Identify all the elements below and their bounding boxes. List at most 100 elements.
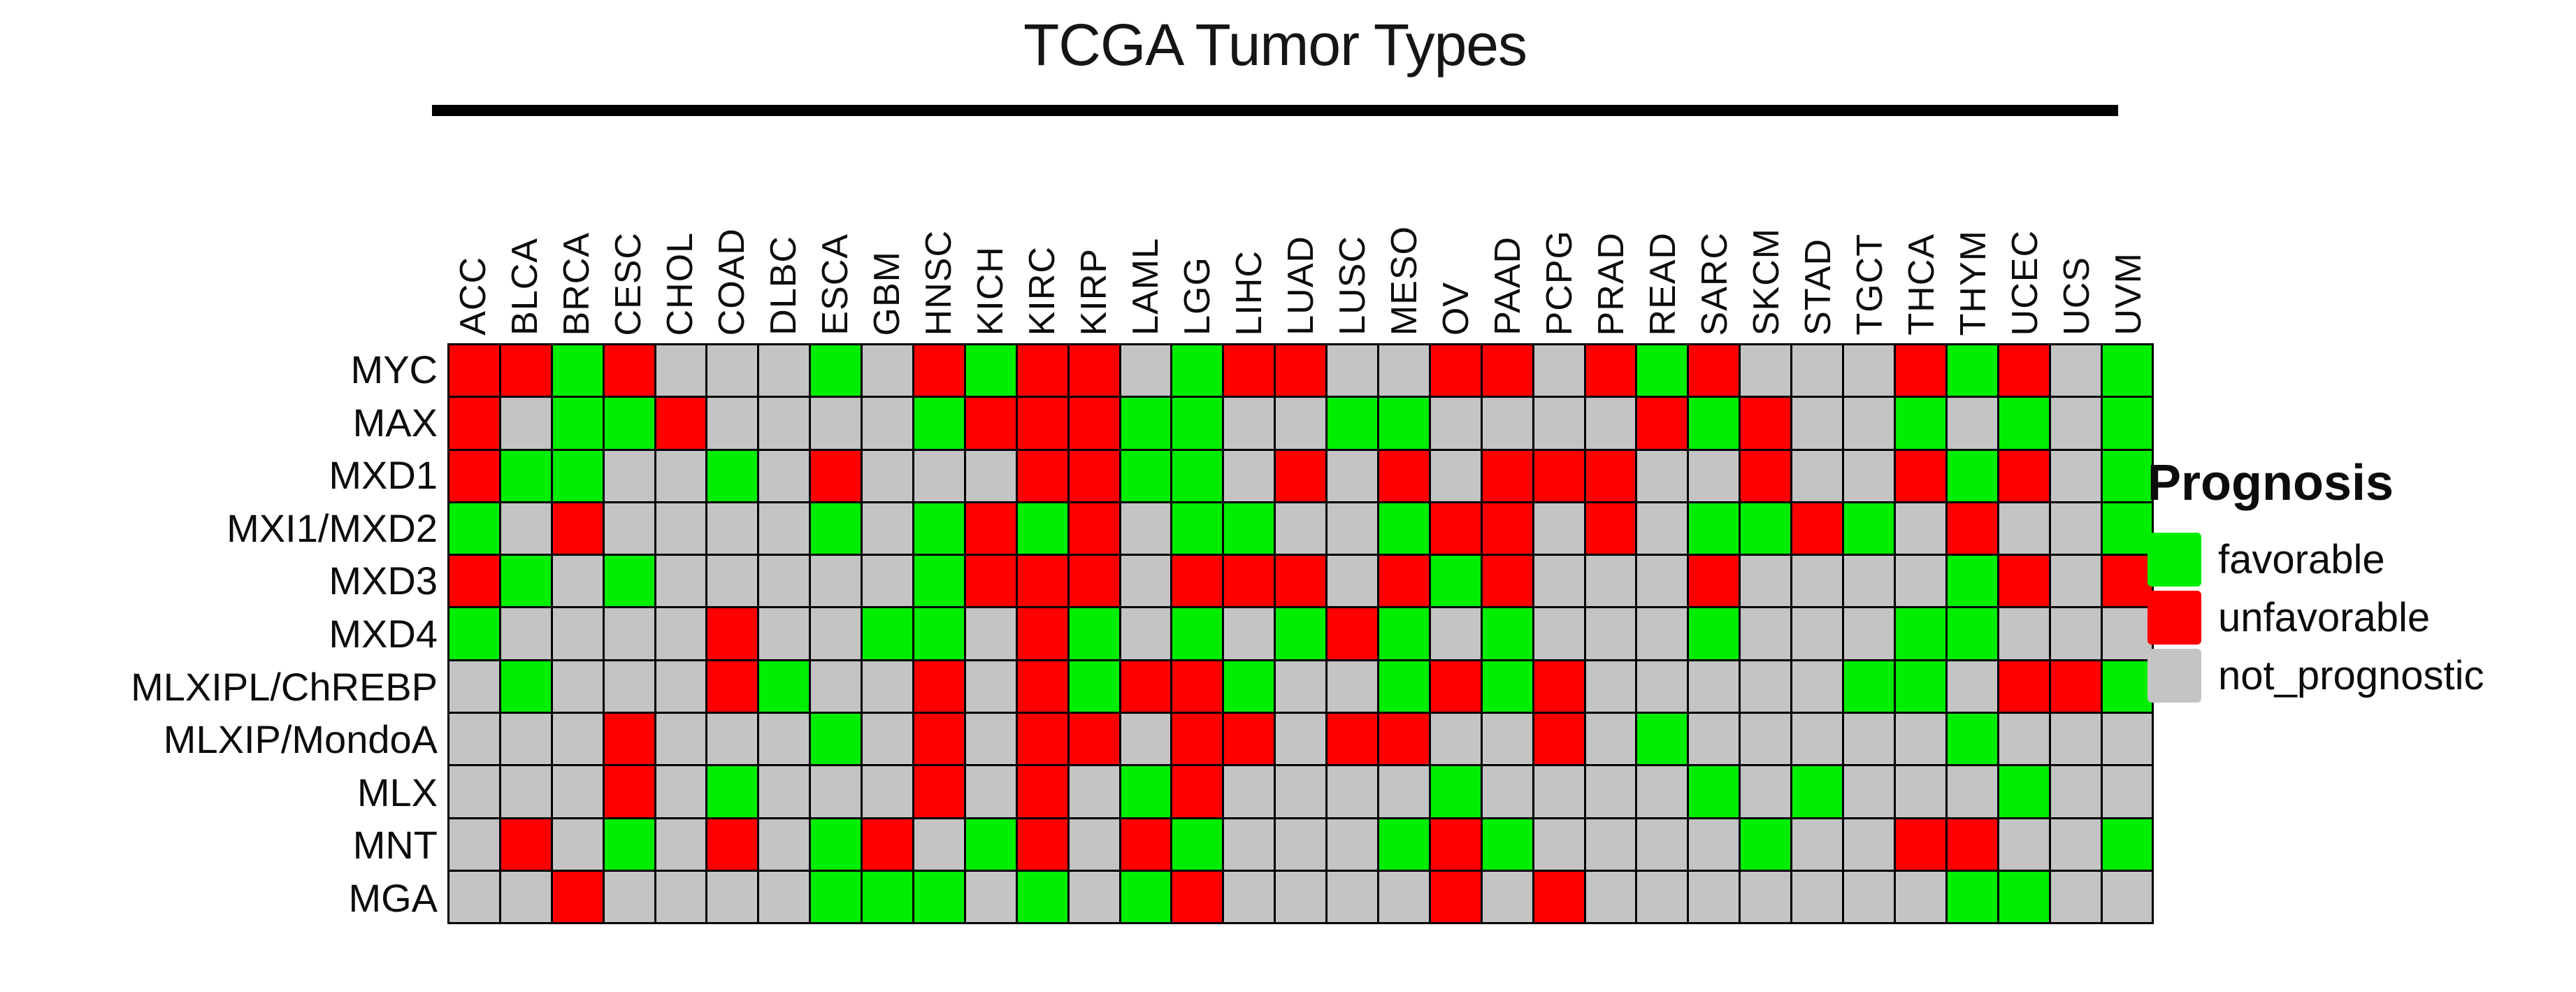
heatmap-cell [604,345,654,396]
heatmap-cell [965,871,1016,923]
heatmap-cell [604,556,654,607]
heatmap-cell [863,556,913,607]
heatmap-cell [501,503,551,554]
heatmap-cell [1947,766,1997,817]
heatmap-cell [1069,819,1119,870]
column-label: COAD [706,120,758,336]
heatmap-cell [1069,608,1119,659]
heatmap-cell [604,714,654,765]
heatmap-cell [449,661,499,712]
heatmap-cell [707,608,758,659]
heatmap-cell [1895,714,1945,765]
heatmap-cell [1689,503,1739,554]
column-label: LGG [1172,120,1223,336]
heatmap-cell [1121,608,1171,659]
column-label-text: LGG [1177,257,1218,336]
legend-entry-label: unfavorable [2218,595,2431,640]
heatmap-cell [1844,766,1894,817]
heatmap-cell [1689,450,1739,501]
column-label-text: SKCM [1746,227,1787,336]
column-label: TGCT [1844,120,1896,336]
heatmap-cell [552,450,603,501]
column-label-text: PAAD [1488,236,1528,336]
heatmap-cell [1276,766,1326,817]
legend-entry: not_prognostic [2147,649,2567,703]
heatmap-cell [1741,450,1791,501]
column-label-text: PRAD [1591,231,1632,336]
column-label: UVM [2103,120,2154,336]
heatmap-cell [1172,556,1223,607]
heatmap-cell [1172,398,1223,449]
heatmap-cell [759,556,810,607]
heatmap-cell [1482,556,1532,607]
heatmap-cell [1792,450,1843,501]
heatmap-cell [449,398,499,449]
heatmap-cell [1534,661,1584,712]
heatmap-cell [1947,450,1997,501]
heatmap-cell [1999,345,2049,396]
row-labels: MYC MAX MXD1 MXI1/MXD2 MXD3 MXD4 MLXIPL/ChREBP… [0,343,438,924]
heatmap-cell [2050,450,2101,501]
legend-entries: favorable unfavorable not_prognostic [2147,533,2567,703]
heatmap-cell [1017,556,1067,607]
heatmap-cell [1689,714,1739,765]
column-label-text: DLBC [763,236,804,336]
column-label-text: LIHC [1229,250,1269,336]
heatmap-cell [1792,608,1843,659]
column-label: SKCM [1741,120,1792,336]
row-label: MYC [350,347,438,392]
column-label: KIRP [1068,120,1120,336]
heatmap-cell [811,398,861,449]
heatmap-cell [2102,871,2152,923]
heatmap-cell [501,608,551,659]
heatmap-cell [914,714,964,765]
heatmap-cell [1689,661,1739,712]
column-label-text: READ [1643,231,1683,336]
heatmap-cell [1069,450,1119,501]
heatmap-cell [1430,766,1481,817]
column-label: ACC [447,120,499,336]
heatmap-cell [759,819,810,870]
heatmap-cell [759,661,810,712]
column-label: LIHC [1223,120,1275,336]
column-label-text: UCS [2057,257,2097,336]
heatmap-cell [1121,871,1171,923]
heatmap-cell [1895,503,1945,554]
heatmap-cell [759,503,810,554]
heatmap-cell [449,608,499,659]
heatmap-cell [759,450,810,501]
heatmap-cell [1792,503,1843,554]
heatmap-cell [914,766,964,817]
heatmap-cell [2102,450,2152,501]
heatmap-cell [707,714,758,765]
heatmap-cell [1534,766,1584,817]
heatmap-cell [1534,398,1584,449]
column-label-text: CHOL [660,231,700,336]
heatmap-cell [1895,450,1945,501]
heatmap-cell [501,661,551,712]
heatmap-cell [656,503,706,554]
row-label: MXD3 [329,559,438,603]
row-label: MLXIPL/ChREBP [131,664,438,709]
heatmap-cell [1379,398,1429,449]
heatmap-cell [1585,819,1636,870]
heatmap-cell [1637,661,1688,712]
heatmap-cell [863,661,913,712]
column-label: KIRC [1016,120,1068,336]
column-label-text: KIRC [1022,245,1063,336]
heatmap-cell [1999,661,2049,712]
heatmap-cell [707,556,758,607]
heatmap-cell [1224,503,1274,554]
heatmap-cell [2102,819,2152,870]
heatmap-cell [1379,503,1429,554]
heatmap-cell [1121,450,1171,501]
heatmap-cell [501,819,551,870]
heatmap-cell [1430,608,1481,659]
heatmap-cell [1947,819,1997,870]
heatmap-cell [1534,608,1584,659]
heatmap-cell [656,556,706,607]
heatmap-cell [656,871,706,923]
heatmap-cell [1172,661,1223,712]
heatmap-cell [1017,503,1067,554]
heatmap-cell [552,871,603,923]
